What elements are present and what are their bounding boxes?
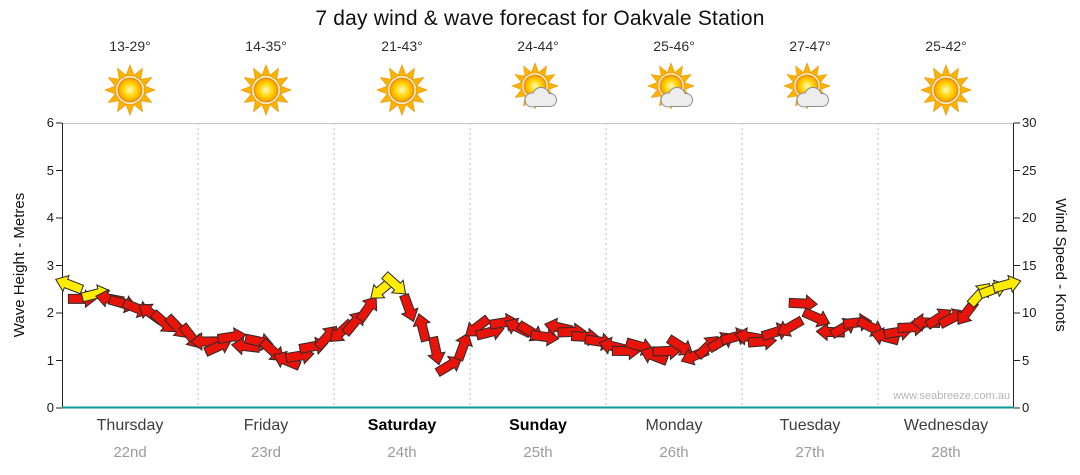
left-tick-label: 1 (46, 352, 54, 368)
day-temp-label: 27-47° (789, 38, 831, 54)
left-tick-label: 4 (46, 210, 54, 225)
day-name-label: Friday (243, 417, 289, 434)
right-tick-label: 25 (1022, 162, 1037, 178)
right-tick-label: 20 (1022, 210, 1037, 225)
y-axis-right-title: Wind Speed - Knots (1052, 198, 1069, 332)
right-tick-label: 5 (1022, 352, 1030, 368)
day-date-label: 25th (523, 444, 553, 461)
day-name-label: Wednesday (903, 417, 989, 434)
page-title: 7 day wind & wave forecast for Oakvale S… (315, 7, 765, 30)
right-tick-label: 30 (1022, 115, 1037, 130)
day-temp-label: 24-44° (517, 38, 559, 54)
day-temp-label: 21-43° (381, 38, 423, 54)
day-temp-label: 13-29° (109, 38, 151, 54)
day-date-label: 28th (931, 444, 961, 461)
right-tick-label: 10 (1022, 305, 1037, 320)
day-date-label: 27th (795, 444, 825, 461)
left-tick-label: 6 (46, 115, 54, 130)
day-name-label: Tuesday (779, 417, 841, 434)
left-tick-label: 3 (46, 257, 54, 273)
day-date-label: 24th (387, 444, 417, 461)
right-tick-label: 15 (1022, 257, 1037, 273)
day-date-label: 26th (659, 444, 689, 461)
partly-cloudy-icon (646, 62, 702, 118)
sunny-icon (238, 62, 294, 118)
day-name-label: Saturday (367, 417, 437, 434)
day-name-label: Monday (645, 417, 703, 434)
right-tick-label: 0 (1022, 400, 1030, 415)
day-temp-label: 25-46° (653, 38, 695, 54)
day-temp-label: 14-35° (245, 38, 287, 54)
left-tick-label: 0 (46, 400, 54, 415)
partly-cloudy-icon (782, 62, 838, 118)
day-name-label: Sunday (509, 417, 567, 434)
sunny-icon (918, 62, 974, 118)
day-date-label: 23rd (250, 444, 282, 461)
left-tick-label: 2 (46, 305, 54, 320)
sunny-icon (102, 62, 158, 118)
day-temp-label: 25-42° (925, 38, 967, 54)
watermark: www.seabreeze.com.au (893, 390, 1010, 402)
partly-cloudy-icon (510, 62, 566, 118)
sunny-icon (374, 62, 430, 118)
day-date-label: 22nd (113, 444, 147, 461)
day-name-label: Thursday (96, 417, 164, 434)
left-tick-label: 5 (46, 162, 54, 178)
